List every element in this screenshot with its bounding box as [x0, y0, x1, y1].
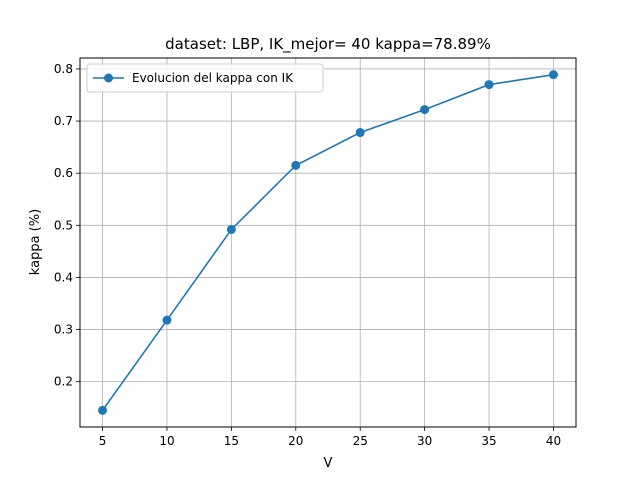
- y-tick-label: 0.4: [54, 270, 73, 284]
- data-point: [420, 105, 430, 115]
- x-tick-label: 35: [481, 434, 496, 448]
- y-tick-label: 0.6: [54, 166, 73, 180]
- x-tick-label: 5: [99, 434, 107, 448]
- y-tick-label: 0.7: [54, 114, 73, 128]
- x-tick-label: 25: [353, 434, 368, 448]
- x-tick-label: 20: [288, 434, 303, 448]
- data-point: [548, 70, 558, 80]
- legend-marker-swatch: [104, 73, 113, 83]
- series-line: [101, 73, 554, 411]
- data-point: [98, 405, 108, 415]
- data-point: [226, 224, 236, 234]
- y-tick-label: 0.5: [54, 218, 73, 232]
- y-axis: 0.2 0.3 0.4 0.5 0.6 0.7 0.8: [54, 62, 80, 389]
- y-tick-label: 0.8: [54, 62, 73, 76]
- x-axis: 5 10 15 20 25 30 35 40: [99, 427, 561, 448]
- data-point: [162, 315, 172, 325]
- x-axis-label: V: [324, 456, 333, 471]
- series-layer: [98, 70, 558, 415]
- legend-box: [86, 63, 324, 93]
- y-tick-label: 0.2: [54, 375, 73, 389]
- y-axis-label: kappa (%): [28, 209, 43, 275]
- x-tick-label: 10: [159, 434, 174, 448]
- data-point: [355, 128, 365, 138]
- data-point: [291, 160, 301, 170]
- data-point: [484, 80, 494, 90]
- x-tick-label: 40: [546, 434, 561, 448]
- legend: Evolucion del kappa con IK: [86, 63, 324, 93]
- legend-label: Evolucion del kappa con IK: [132, 71, 294, 85]
- grid: [80, 58, 576, 427]
- x-tick-label: 30: [417, 434, 432, 448]
- x-tick-label: 15: [224, 434, 239, 448]
- plot-frame: [79, 57, 577, 428]
- chart-title: dataset: LBP, IK_mejor= 40 kappa=78.89%: [165, 35, 491, 54]
- y-tick-label: 0.3: [54, 323, 73, 337]
